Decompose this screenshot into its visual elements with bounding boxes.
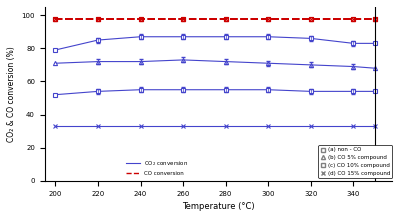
Y-axis label: CO₂ & CO conversion (%): CO₂ & CO conversion (%) — [7, 46, 16, 142]
Legend: (a) non - CO, (b) CO 5% compound, (c) CO 10% compound, (d) CO 15% compound: (a) non - CO, (b) CO 5% compound, (c) CO… — [318, 145, 393, 178]
X-axis label: Temperature (°C): Temperature (°C) — [182, 202, 255, 211]
